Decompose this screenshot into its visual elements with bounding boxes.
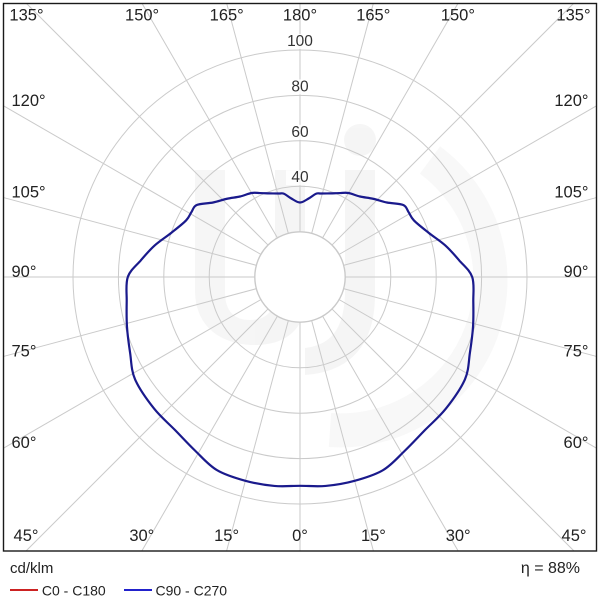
- svg-text:105°: 105°: [554, 184, 588, 202]
- svg-text:150°: 150°: [125, 7, 159, 25]
- svg-text:105°: 105°: [12, 184, 46, 202]
- svg-text:120°: 120°: [554, 92, 588, 110]
- svg-text:60: 60: [291, 124, 309, 141]
- svg-text:45°: 45°: [562, 527, 587, 545]
- svg-text:135°: 135°: [556, 7, 590, 25]
- svg-text:90°: 90°: [12, 263, 37, 281]
- svg-text:180°: 180°: [283, 7, 317, 25]
- svg-text:30°: 30°: [129, 527, 154, 545]
- svg-text:30°: 30°: [446, 527, 471, 545]
- svg-text:15°: 15°: [214, 527, 239, 545]
- svg-text:60°: 60°: [564, 434, 589, 452]
- svg-text:75°: 75°: [564, 342, 589, 360]
- svg-text:90°: 90°: [564, 263, 589, 281]
- svg-text:60°: 60°: [12, 434, 37, 452]
- svg-text:165°: 165°: [356, 7, 390, 25]
- svg-text:0°: 0°: [292, 527, 308, 545]
- svg-text:135°: 135°: [9, 7, 43, 25]
- svg-text:100: 100: [287, 33, 313, 50]
- svg-text:75°: 75°: [12, 342, 37, 360]
- svg-text:40: 40: [291, 169, 309, 186]
- svg-text:165°: 165°: [210, 7, 244, 25]
- svg-text:120°: 120°: [12, 92, 46, 110]
- svg-text:150°: 150°: [441, 7, 475, 25]
- svg-text:80: 80: [291, 78, 309, 95]
- svg-text:15°: 15°: [361, 527, 386, 545]
- svg-text:45°: 45°: [14, 527, 39, 545]
